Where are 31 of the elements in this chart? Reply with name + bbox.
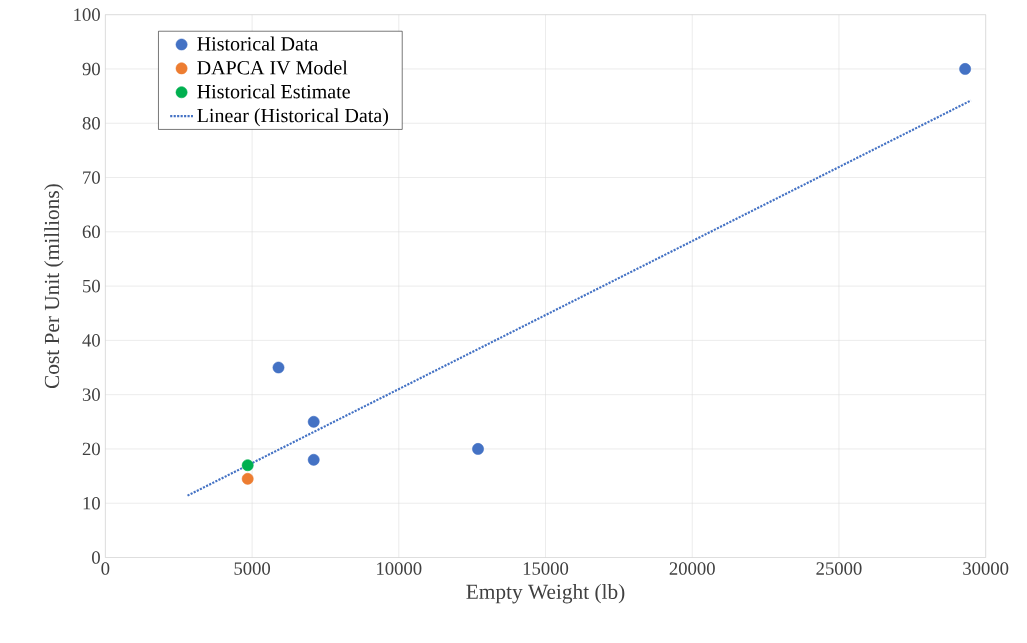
point: [472, 443, 484, 455]
point: [241, 472, 254, 485]
x-tick-label: 10000: [377, 562, 422, 575]
y-tick-label: 10: [83, 496, 100, 510]
y-tick-label: 100: [74, 8, 100, 22]
y-tick-label: 80: [82, 116, 100, 130]
point: [241, 459, 254, 472]
point: [959, 63, 971, 75]
y-tick-label: 20: [82, 442, 100, 456]
y-tick-label: 60: [82, 225, 100, 239]
legend-label: Linear (Historical Data): [197, 108, 389, 127]
x-tick-label: 5000: [234, 562, 271, 575]
y-tick-label: 70: [83, 171, 100, 184]
legend-label: DAPCA IV Model: [197, 60, 348, 75]
y-tick-label: 90: [82, 62, 100, 76]
point: [307, 453, 320, 466]
x-tick-label: 30000: [963, 562, 1009, 575]
x-tick-label: 15000: [523, 562, 569, 575]
x-tick-label: 0: [101, 562, 110, 575]
legend-label: Historical Data: [197, 36, 319, 51]
x-tick-label: 20000: [669, 562, 715, 575]
point: [307, 415, 320, 428]
y-axis-title: Cost Per Unit (millions): [44, 184, 64, 389]
legend-label: Historical Estimate: [197, 84, 350, 99]
y-tick-label: 50: [83, 279, 100, 293]
y-tick-label: 30: [82, 388, 100, 402]
x-axis-title: Empty Weight (lb): [466, 584, 625, 604]
y-tick-label: 0: [92, 551, 100, 564]
y-tick-label: 40: [82, 334, 100, 347]
point: [272, 361, 285, 374]
x-tick-label: 25000: [816, 562, 862, 575]
